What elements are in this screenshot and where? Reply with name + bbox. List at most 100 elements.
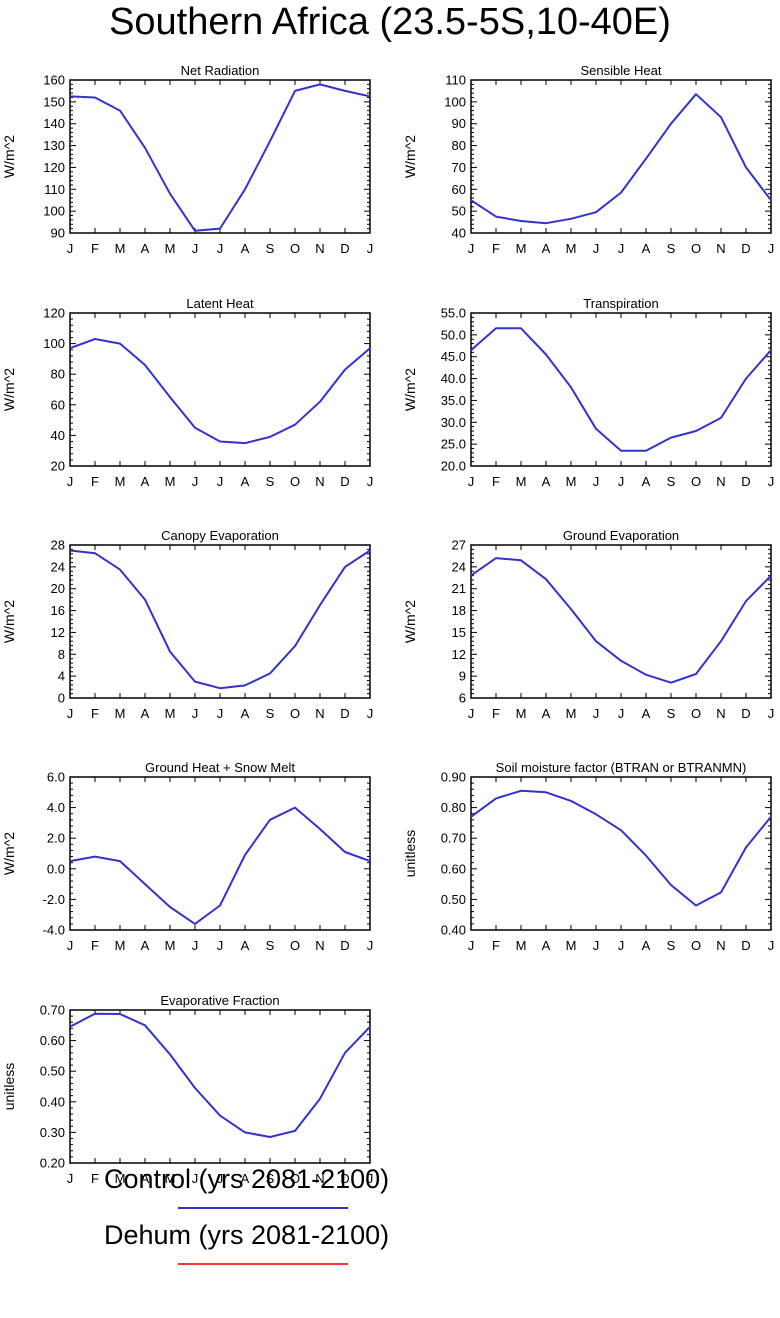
legend-label-control: Control (yrs 2081-2100) — [104, 1164, 390, 1194]
x-tick-label: M — [165, 706, 176, 721]
y-axis-label: W/m^2 — [1, 600, 17, 643]
y-tick-label: 24 — [452, 559, 466, 574]
y-axis-label: W/m^2 — [1, 832, 17, 875]
x-tick-label: F — [91, 1171, 99, 1186]
x-tick-label: J — [768, 938, 775, 953]
y-tick-label: 20.0 — [441, 459, 466, 474]
x-tick-label: D — [340, 706, 349, 721]
y-tick-label: 12 — [452, 647, 466, 662]
y-tick-label: 0.80 — [441, 800, 466, 815]
y-tick-label: 6.0 — [47, 770, 65, 785]
x-tick-label: J — [618, 474, 625, 489]
chart-title: Evaporative Fraction — [160, 993, 279, 1008]
y-tick-label: 110 — [44, 182, 65, 197]
x-tick-label: M — [566, 706, 577, 721]
plot-frame — [470, 79, 772, 234]
x-tick-label: M — [115, 706, 126, 721]
x-tick-label: A — [642, 706, 651, 721]
x-tick-label: J — [67, 474, 74, 489]
x-tick-label: J — [217, 1171, 224, 1186]
chart-title: Soil moisture factor (BTRAN or BTRANMN) — [496, 760, 747, 775]
series-line-control — [69, 549, 371, 690]
y-tick-label: 140 — [43, 116, 65, 131]
x-tick-label: F — [492, 938, 500, 953]
x-tick-label: F — [492, 474, 500, 489]
y-tick-label: 0.20 — [40, 1156, 65, 1171]
y-tick-label: 0.70 — [40, 1003, 65, 1018]
x-tick-label: O — [290, 1171, 300, 1186]
y-tick-label: 25.0 — [441, 437, 466, 452]
x-tick-label: J — [468, 938, 475, 953]
x-tick-label: J — [367, 241, 374, 256]
x-tick-label: A — [542, 938, 551, 953]
y-tick-label: 120 — [43, 160, 65, 175]
x-tick-label: M — [516, 241, 527, 256]
x-tick-label: F — [91, 938, 99, 953]
series-line-control — [69, 83, 371, 232]
x-tick-label: A — [141, 1171, 150, 1186]
y-tick-label: 27 — [452, 538, 466, 553]
series-line-control — [470, 93, 772, 225]
series-line-control — [470, 327, 772, 452]
x-tick-label: J — [67, 1171, 74, 1186]
y-tick-label: 21 — [452, 581, 466, 596]
y-tick-label: 0.40 — [40, 1094, 65, 1109]
x-tick-label: J — [367, 474, 374, 489]
x-tick-label: J — [618, 938, 625, 953]
x-tick-label: O — [691, 938, 701, 953]
x-tick-label: J — [593, 474, 600, 489]
y-tick-label: 30.0 — [441, 415, 466, 430]
x-tick-label: N — [716, 241, 725, 256]
x-tick-label: N — [315, 474, 324, 489]
y-tick-label: 4 — [58, 669, 65, 684]
x-tick-label: J — [217, 474, 224, 489]
y-tick-label: 40 — [452, 226, 466, 241]
y-tick-label: -4.0 — [43, 923, 65, 938]
chart-title: Latent Heat — [186, 296, 254, 311]
y-tick-label: 0 — [58, 691, 65, 706]
x-tick-label: D — [741, 706, 750, 721]
x-tick-label: A — [542, 241, 551, 256]
x-tick-label: A — [241, 241, 250, 256]
x-tick-label: J — [618, 706, 625, 721]
x-tick-label: S — [266, 1171, 275, 1186]
y-tick-label: 0.70 — [441, 831, 466, 846]
x-tick-label: J — [768, 474, 775, 489]
x-tick-label: O — [290, 474, 300, 489]
y-tick-label: 90 — [452, 116, 466, 131]
y-tick-label: 28 — [51, 538, 65, 553]
x-tick-label: S — [667, 706, 676, 721]
legend-line-dehum — [178, 1263, 348, 1265]
plot-frame — [69, 544, 371, 699]
x-tick-label: J — [593, 241, 600, 256]
x-tick-label: M — [566, 474, 577, 489]
x-tick-label: A — [241, 1171, 250, 1186]
x-tick-label: S — [667, 241, 676, 256]
y-tick-label: 0.0 — [47, 861, 65, 876]
x-tick-label: O — [691, 241, 701, 256]
x-tick-label: M — [165, 938, 176, 953]
x-tick-label: J — [468, 241, 475, 256]
x-tick-label: J — [67, 706, 74, 721]
x-tick-label: M — [115, 1171, 126, 1186]
y-tick-label: 100 — [43, 204, 65, 219]
x-tick-label: J — [468, 474, 475, 489]
x-tick-label: J — [192, 474, 199, 489]
y-tick-label: 50 — [452, 204, 466, 219]
x-tick-label: F — [91, 706, 99, 721]
y-tick-label: 18 — [452, 603, 466, 618]
x-tick-label: M — [516, 706, 527, 721]
x-tick-label: J — [768, 241, 775, 256]
x-tick-label: N — [716, 474, 725, 489]
y-tick-label: -2.0 — [43, 892, 65, 907]
x-tick-label: J — [593, 706, 600, 721]
y-tick-label: 100 — [444, 94, 466, 109]
x-tick-label: A — [642, 938, 651, 953]
plot-frame — [69, 79, 371, 234]
x-tick-label: M — [566, 938, 577, 953]
series-line-control — [470, 557, 772, 684]
x-tick-label: M — [115, 474, 126, 489]
